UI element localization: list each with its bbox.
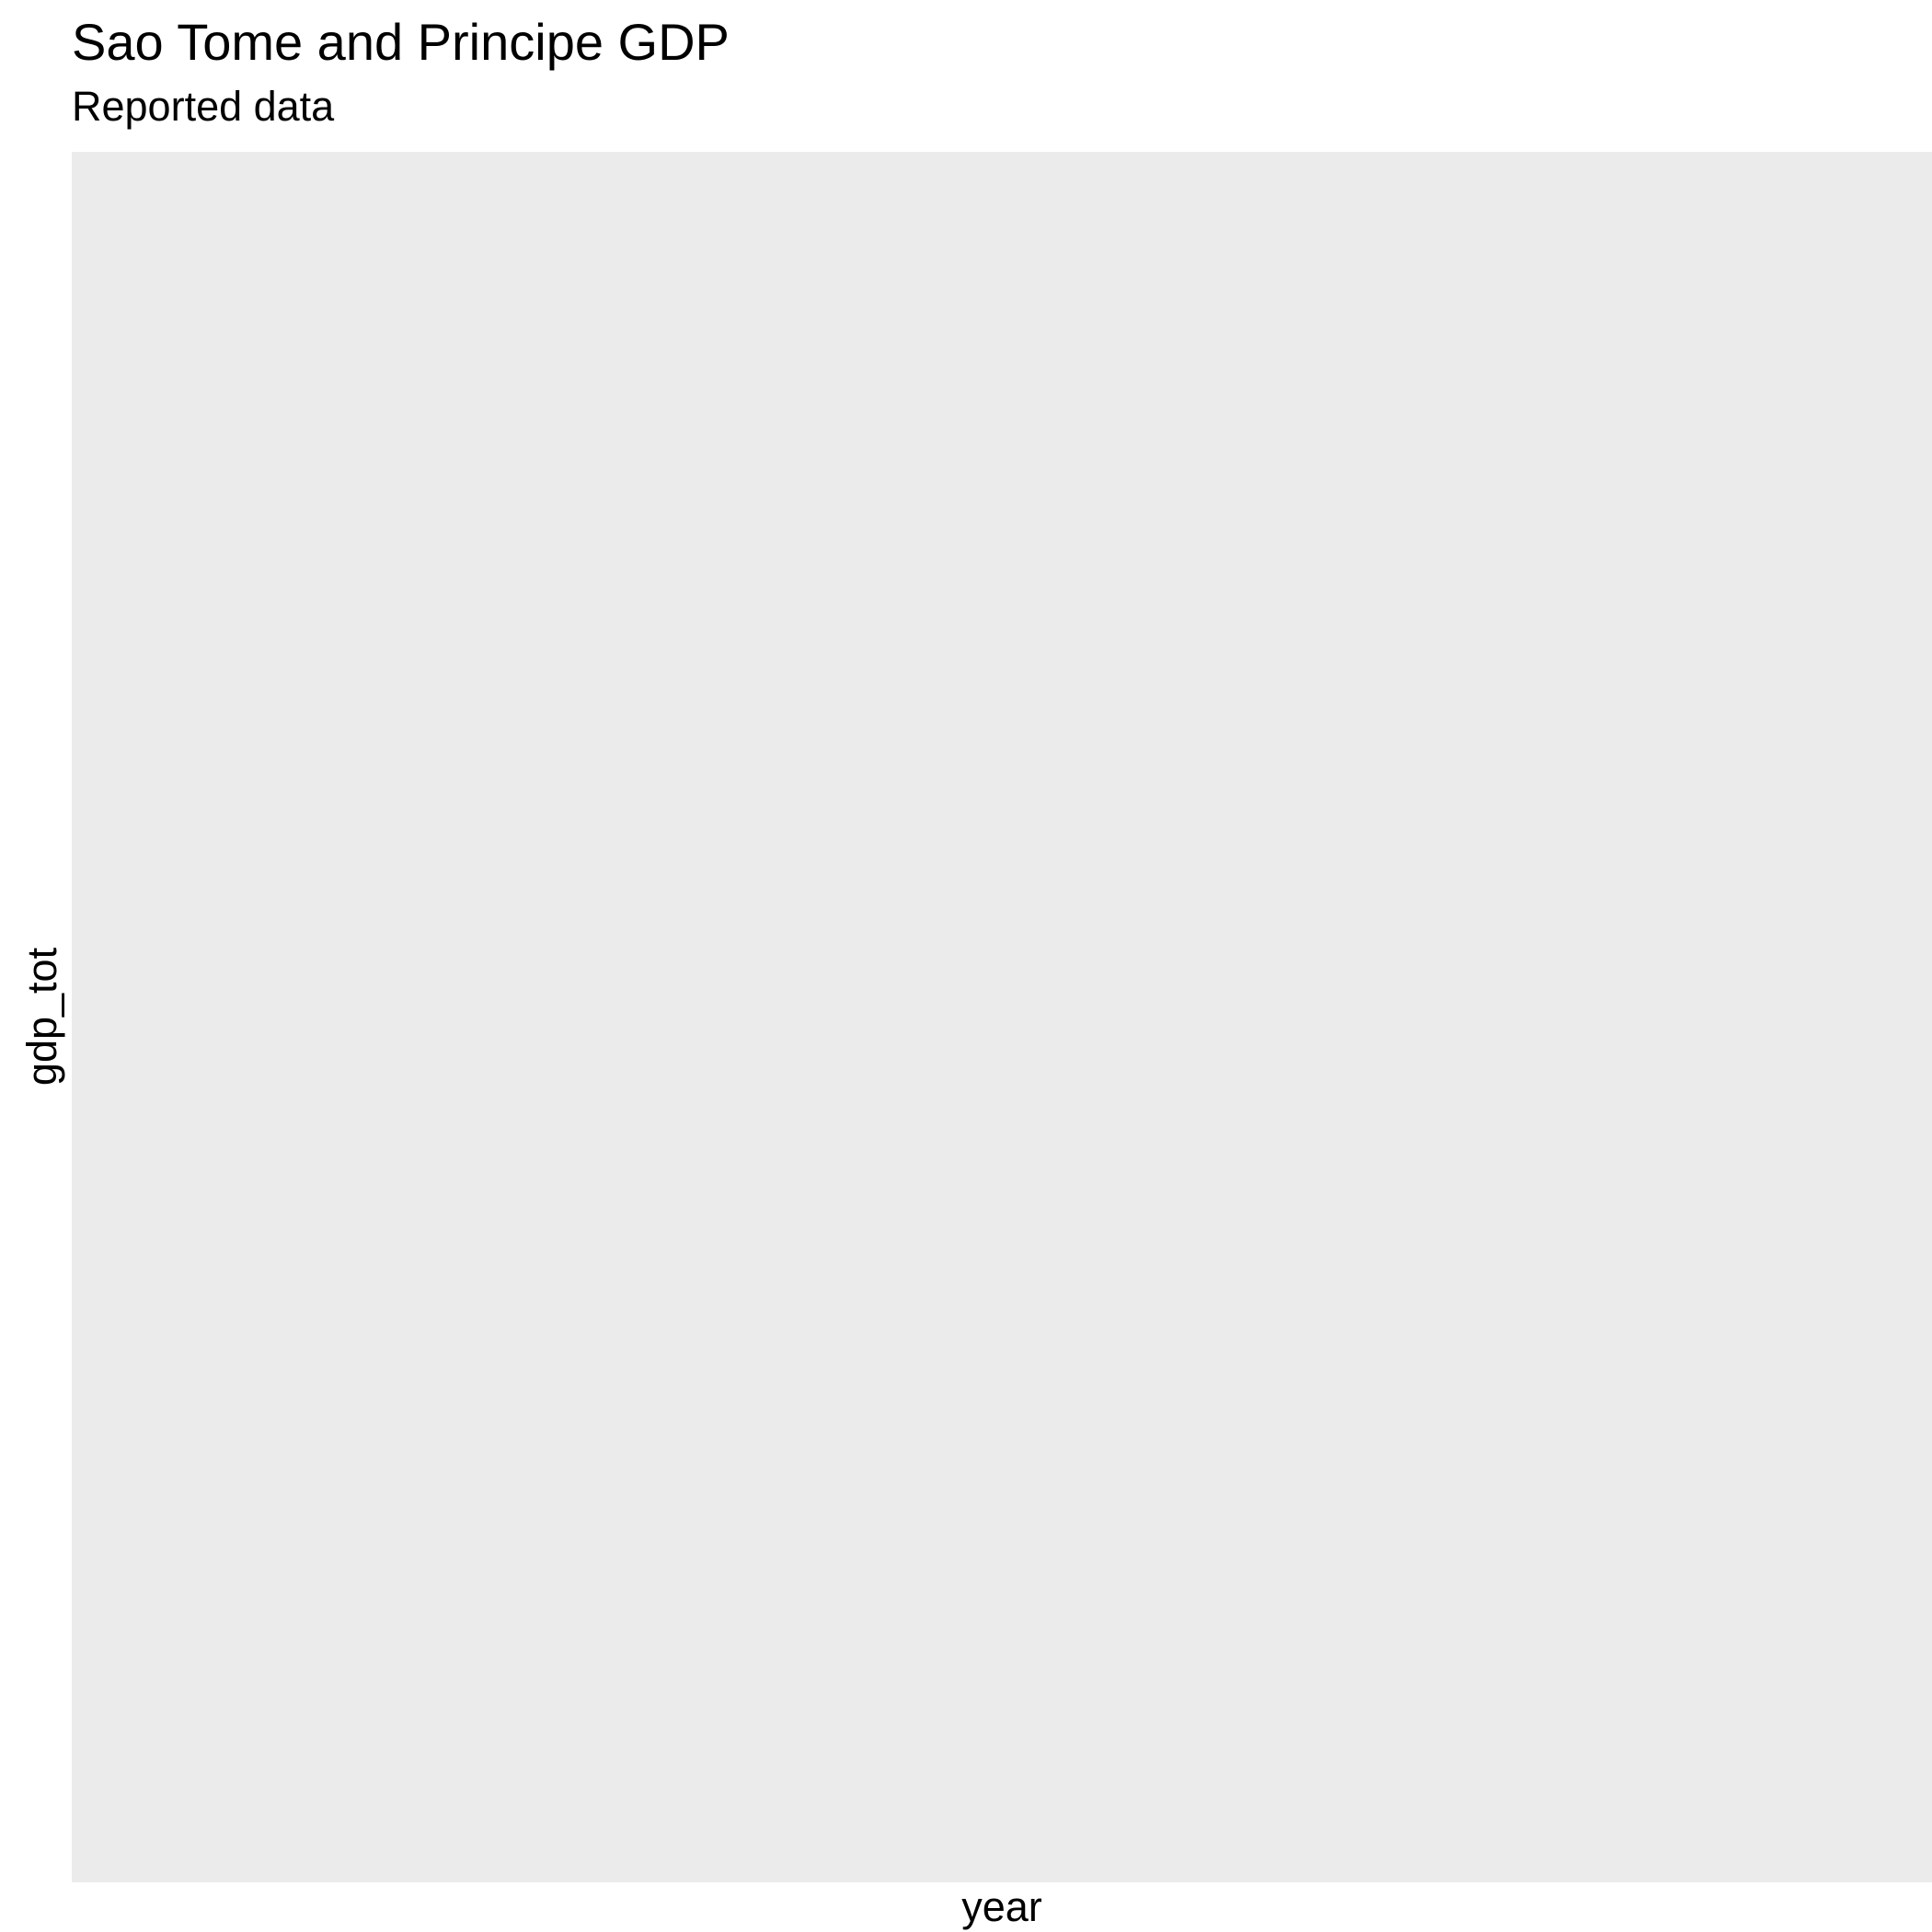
plot-panel xyxy=(72,152,1932,1882)
x-axis-label: year xyxy=(961,1883,1042,1930)
plot-background xyxy=(72,152,1932,1882)
chart-title: Sao Tome and Principe GDP xyxy=(72,13,730,71)
chart-subtitle: Reported data xyxy=(72,83,335,130)
y-axis-label: gdp_tot xyxy=(18,947,65,1087)
